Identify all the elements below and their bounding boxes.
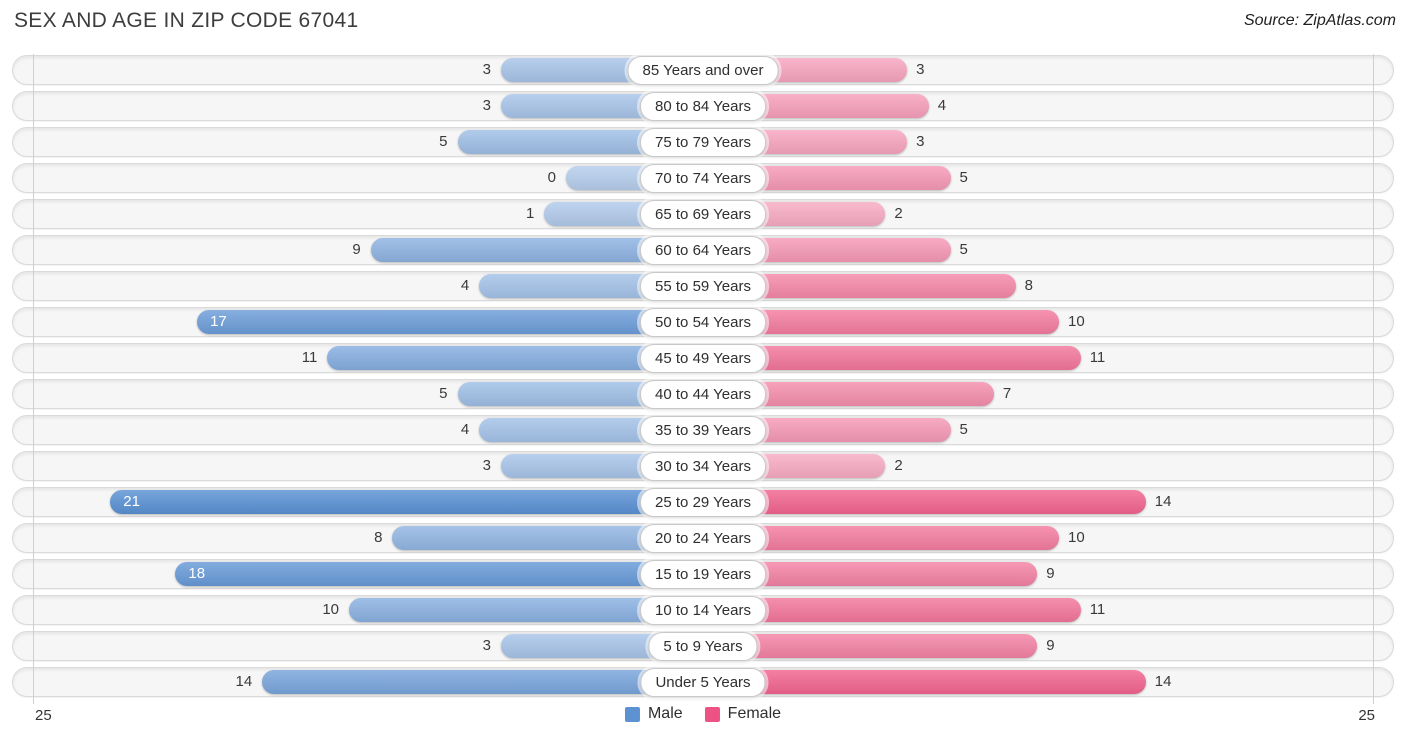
male-value-label: 11 [301, 349, 318, 366]
age-group-label: 65 to 69 Years [640, 200, 766, 229]
female-value-label: 10 [1068, 529, 1085, 546]
age-row: 3 2 30 to 34 Years [12, 451, 1394, 481]
male-bar[interactable] [197, 310, 704, 334]
population-pyramid-chart: 3 3 85 Years and over 3 4 80 to 84 Years 5 3 75 … [12, 54, 1394, 730]
male-value-label: 14 [235, 673, 253, 690]
legend: Male Female [624, 705, 782, 723]
age-group-label: 10 to 14 Years [640, 596, 766, 625]
male-value-label: 18 [188, 565, 206, 582]
female-value-label: 2 [894, 205, 903, 222]
age-group-label: 70 to 74 Years [640, 164, 766, 193]
male-value-label: 4 [460, 277, 470, 294]
age-row: 5 7 40 to 44 Years [12, 379, 1394, 409]
male-value-label: 9 [352, 241, 361, 258]
age-group-label: 5 to 9 Years [648, 632, 758, 661]
age-row: 10 11 10 to 14 Years [12, 595, 1394, 625]
male-value-label: 4 [460, 421, 470, 438]
age-row: 17 10 50 to 54 Years [12, 307, 1394, 337]
female-bar[interactable] [704, 490, 1146, 514]
female-bar[interactable] [704, 598, 1081, 622]
x-axis: 25 Male Female 25 [12, 704, 1394, 730]
female-bar[interactable] [704, 670, 1146, 694]
age-row: 3 9 5 to 9 Years [12, 631, 1394, 661]
age-group-label: 15 to 19 Years [640, 560, 766, 589]
age-row: 9 5 60 to 64 Years [12, 235, 1394, 265]
female-value-label: 11 [1089, 601, 1106, 618]
male-value-label: 3 [482, 97, 491, 114]
age-group-label: 40 to 44 Years [640, 380, 766, 409]
male-value-label: 1 [525, 205, 535, 222]
male-value-label: 21 [123, 493, 140, 510]
female-value-label: 8 [1024, 277, 1033, 294]
age-row: 4 5 35 to 39 Years [12, 415, 1394, 445]
male-value-label: 3 [482, 637, 491, 654]
age-group-label: 25 to 29 Years [640, 488, 766, 517]
age-row: 0 5 70 to 74 Years [12, 163, 1394, 193]
female-value-label: 5 [959, 169, 968, 186]
source-attribution: Source: ZipAtlas.com [1243, 12, 1396, 29]
male-value-label: 3 [482, 457, 491, 474]
age-row: 5 3 75 to 79 Years [12, 127, 1394, 157]
male-value-label: 5 [439, 133, 448, 150]
female-value-label: 14 [1154, 673, 1172, 690]
female-value-label: 14 [1154, 493, 1172, 510]
age-group-label: 80 to 84 Years [640, 92, 766, 121]
male-bar[interactable] [110, 490, 704, 514]
female-value-label: 3 [916, 61, 925, 78]
female-value-label: 9 [1046, 565, 1055, 582]
legend-item-female[interactable]: Female [704, 705, 782, 723]
female-value-label: 11 [1089, 349, 1106, 366]
age-group-label: 55 to 59 Years [640, 272, 766, 301]
age-row: 14 14 Under 5 Years [12, 667, 1394, 697]
age-group-label: 35 to 39 Years [640, 416, 766, 445]
female-value-label: 5 [959, 241, 968, 258]
male-value-label: 5 [439, 385, 448, 402]
female-value-label: 5 [959, 421, 968, 438]
age-group-label: 45 to 49 Years [640, 344, 766, 373]
age-row: 1 2 65 to 69 Years [12, 199, 1394, 229]
age-row: 4 8 55 to 59 Years [12, 271, 1394, 301]
female-value-label: 9 [1046, 637, 1055, 654]
legend-item-male[interactable]: Male [624, 705, 683, 723]
male-value-label: 0 [547, 169, 556, 186]
male-value-label: 17 [210, 313, 227, 330]
age-row: 3 3 85 Years and over [12, 55, 1394, 85]
age-row: 3 4 80 to 84 Years [12, 91, 1394, 121]
male-value-label: 10 [322, 601, 339, 618]
age-row: 11 11 45 to 49 Years [12, 343, 1394, 373]
age-row: 8 10 20 to 24 Years [12, 523, 1394, 553]
age-group-label: 30 to 34 Years [640, 452, 766, 481]
age-rows-container: 3 3 85 Years and over 3 4 80 to 84 Years 5 3 75 … [12, 55, 1394, 697]
male-value-label: 3 [482, 61, 491, 78]
age-group-label: 85 Years and over [627, 56, 779, 85]
page-title: SEX AND AGE IN ZIP CODE 67041 [14, 9, 359, 32]
age-group-label: 50 to 54 Years [640, 308, 766, 337]
female-bar[interactable] [704, 346, 1081, 370]
axis-label-left: 25 [35, 707, 52, 724]
female-value-label: 7 [1002, 385, 1012, 402]
female-value-label: 4 [937, 97, 947, 114]
female-value-label: 3 [916, 133, 925, 150]
legend-label-female: Female [727, 705, 782, 722]
female-value-label: 2 [894, 457, 903, 474]
age-group-label: Under 5 Years [640, 668, 766, 697]
age-group-label: 75 to 79 Years [640, 128, 766, 157]
legend-label-male: Male [647, 705, 683, 722]
male-value-label: 8 [374, 529, 383, 546]
male-color-swatch [624, 706, 640, 722]
female-value-label: 10 [1068, 313, 1085, 330]
age-group-label: 20 to 24 Years [640, 524, 766, 553]
age-row: 21 14 25 to 29 Years [12, 487, 1394, 517]
male-bar[interactable] [175, 562, 704, 586]
age-row: 18 9 15 to 19 Years [12, 559, 1394, 589]
female-color-swatch [704, 706, 720, 722]
age-group-label: 60 to 64 Years [640, 236, 766, 265]
axis-label-right: 25 [1358, 707, 1375, 724]
male-bar[interactable] [262, 670, 704, 694]
female-bar[interactable] [704, 634, 1038, 658]
